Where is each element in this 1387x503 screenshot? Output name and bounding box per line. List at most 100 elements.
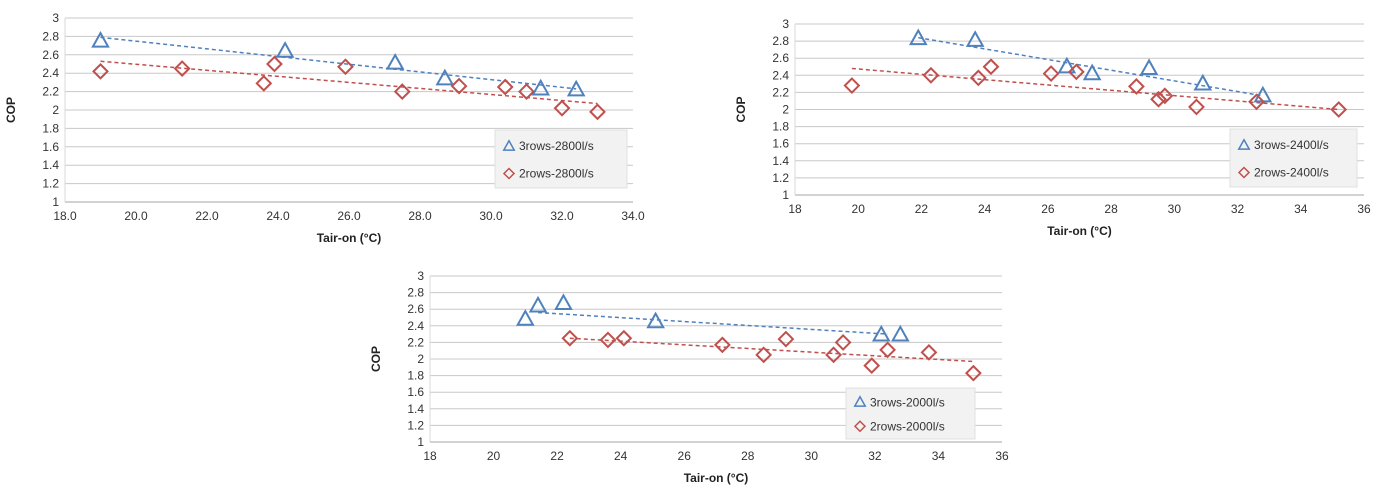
data-point-diamond — [922, 66, 940, 84]
data-point-diamond — [393, 83, 411, 101]
legend-marker-diamond — [1237, 166, 1251, 179]
x-tick-label: 20.0 — [124, 209, 148, 223]
data-point-diamond — [561, 329, 579, 347]
chart-3rows-2rows-2400ls: 1 1.2 1.4 1.6 1.8 2 2.2 2.4 2.6 2.8 3 18 20 22 24 26 28 3… — [700, 8, 1387, 256]
chart-svg: 1 1.2 1.4 1.6 1.8 2 2.2 2.4 2.6 2.8 3 18.0 20.0 22.0 2… — [4, 11, 645, 245]
chart-svg: 1 1.2 1.4 1.6 1.8 2 2.2 2.4 2.6 2.8 3 18 20 22 24 26 28 3… — [369, 269, 1009, 485]
trendline-triangle — [537, 311, 888, 335]
data-point-triangle — [1057, 56, 1077, 74]
legend-label: 3rows-2000l/s — [870, 395, 945, 409]
x-tick-label: 26 — [1041, 202, 1055, 216]
data-point-diamond — [1127, 78, 1145, 95]
data-point-diamond — [863, 357, 881, 375]
data-point-triangle — [1082, 63, 1102, 81]
x-tick-label: 34 — [1294, 202, 1308, 216]
x-tick-label: 22.0 — [195, 209, 219, 223]
data-point-triangle — [871, 324, 891, 342]
y-tick-label: 2.4 — [772, 68, 789, 82]
data-point-triangle — [91, 30, 110, 48]
y-tick-label: 1.6 — [407, 385, 424, 399]
data-point-diamond — [255, 74, 273, 92]
legend-box — [1229, 128, 1358, 188]
legend-marker-diamond — [502, 167, 516, 180]
x-tick-label: 30 — [805, 449, 819, 463]
legend-box — [845, 387, 976, 440]
data-point-triangle — [554, 293, 573, 310]
legend-label: 3rows-2800l/s — [519, 139, 594, 153]
y-tick-label: 1.2 — [407, 418, 424, 432]
data-point-diamond — [755, 346, 773, 364]
y-tick-label: 1.4 — [42, 158, 59, 172]
data-point-triangle — [1139, 58, 1159, 76]
trendline-diamond — [851, 67, 1339, 111]
data-point-diamond — [266, 55, 283, 73]
y-tick-label: 2.4 — [407, 319, 424, 333]
data-point-diamond — [450, 77, 468, 95]
legend-label: 2rows-2800l/s — [519, 167, 594, 181]
y-tick-label: 2.2 — [772, 85, 789, 99]
chart-3rows-2rows-2000ls: 1 1.2 1.4 1.6 1.8 2 2.2 2.4 2.6 2.8 3 18 20 22 24 26 28 3… — [350, 258, 1020, 498]
data-point-diamond — [92, 62, 109, 80]
y-tick-label: 2 — [417, 352, 424, 366]
y-tick-label: 3 — [782, 17, 789, 31]
data-point-diamond — [834, 333, 852, 351]
y-tick-label: 2 — [52, 103, 59, 117]
x-tick-label: 20 — [487, 449, 501, 463]
y-tick-label: 2.8 — [772, 34, 789, 48]
y-tick-label: 2.6 — [42, 48, 59, 62]
data-point-diamond — [589, 103, 606, 121]
x-tick-label: 18 — [788, 202, 802, 216]
x-tick-label: 24 — [978, 202, 992, 216]
legend-marker-triangle — [853, 395, 867, 407]
data-point-triangle — [908, 28, 928, 46]
y-tick-label: 1 — [782, 188, 789, 202]
y-tick-label: 1.4 — [772, 154, 789, 168]
x-tick-label: 22 — [550, 449, 564, 463]
data-point-triangle — [385, 53, 405, 70]
data-point-triangle — [275, 41, 295, 58]
data-point-diamond — [879, 341, 897, 359]
y-tick-label: 1 — [52, 195, 59, 209]
data-point-triangle — [516, 309, 535, 326]
data-point-triangle — [646, 311, 665, 329]
x-tick-label: 28.0 — [408, 209, 432, 223]
data-point-triangle — [531, 78, 551, 96]
data-point-diamond — [553, 99, 571, 117]
data-point-diamond — [825, 346, 842, 364]
data-point-diamond — [337, 58, 354, 76]
x-tick-label: 26.0 — [337, 209, 361, 223]
y-tick-label: 2.2 — [42, 85, 59, 99]
data-point-diamond — [173, 60, 191, 78]
legend-marker-triangle — [1237, 138, 1251, 150]
x-tick-label: 32 — [868, 449, 882, 463]
y-tick-label: 1.2 — [772, 171, 789, 185]
data-point-triangle — [435, 68, 455, 86]
y-tick-label: 1.4 — [407, 402, 424, 416]
trendline-triangle — [918, 36, 1263, 97]
data-point-diamond — [1330, 101, 1348, 118]
data-point-triangle — [528, 295, 548, 313]
x-tick-label: 22 — [915, 202, 929, 216]
data-point-diamond — [1067, 63, 1085, 81]
legend-box — [494, 129, 628, 189]
y-tick-label: 2.6 — [772, 51, 789, 65]
data-point-diamond — [843, 77, 861, 94]
trendline-diamond — [100, 60, 598, 105]
data-point-triangle — [891, 324, 910, 342]
data-point-diamond — [964, 364, 982, 382]
y-tick-label: 1.6 — [42, 140, 59, 154]
x-axis-title: Tair-on (°C) — [684, 471, 749, 485]
x-tick-label: 24 — [614, 449, 628, 463]
y-axis-title: COP — [734, 96, 748, 122]
y-tick-label: 3 — [417, 269, 424, 283]
data-point-diamond — [599, 331, 617, 349]
data-point-diamond — [982, 58, 1000, 76]
x-tick-label: 34.0 — [621, 209, 645, 223]
x-tick-label: 18.0 — [53, 209, 77, 223]
y-tick-label: 1.2 — [42, 177, 59, 191]
y-axis-title: COP — [4, 97, 18, 123]
x-tick-label: 32 — [1231, 202, 1245, 216]
chart-svg: 1 1.2 1.4 1.6 1.8 2 2.2 2.4 2.6 2.8 3 18 20 22 24 26 28 3… — [734, 17, 1371, 238]
legend-marker-triangle — [502, 139, 516, 151]
y-tick-label: 1.6 — [772, 137, 789, 151]
